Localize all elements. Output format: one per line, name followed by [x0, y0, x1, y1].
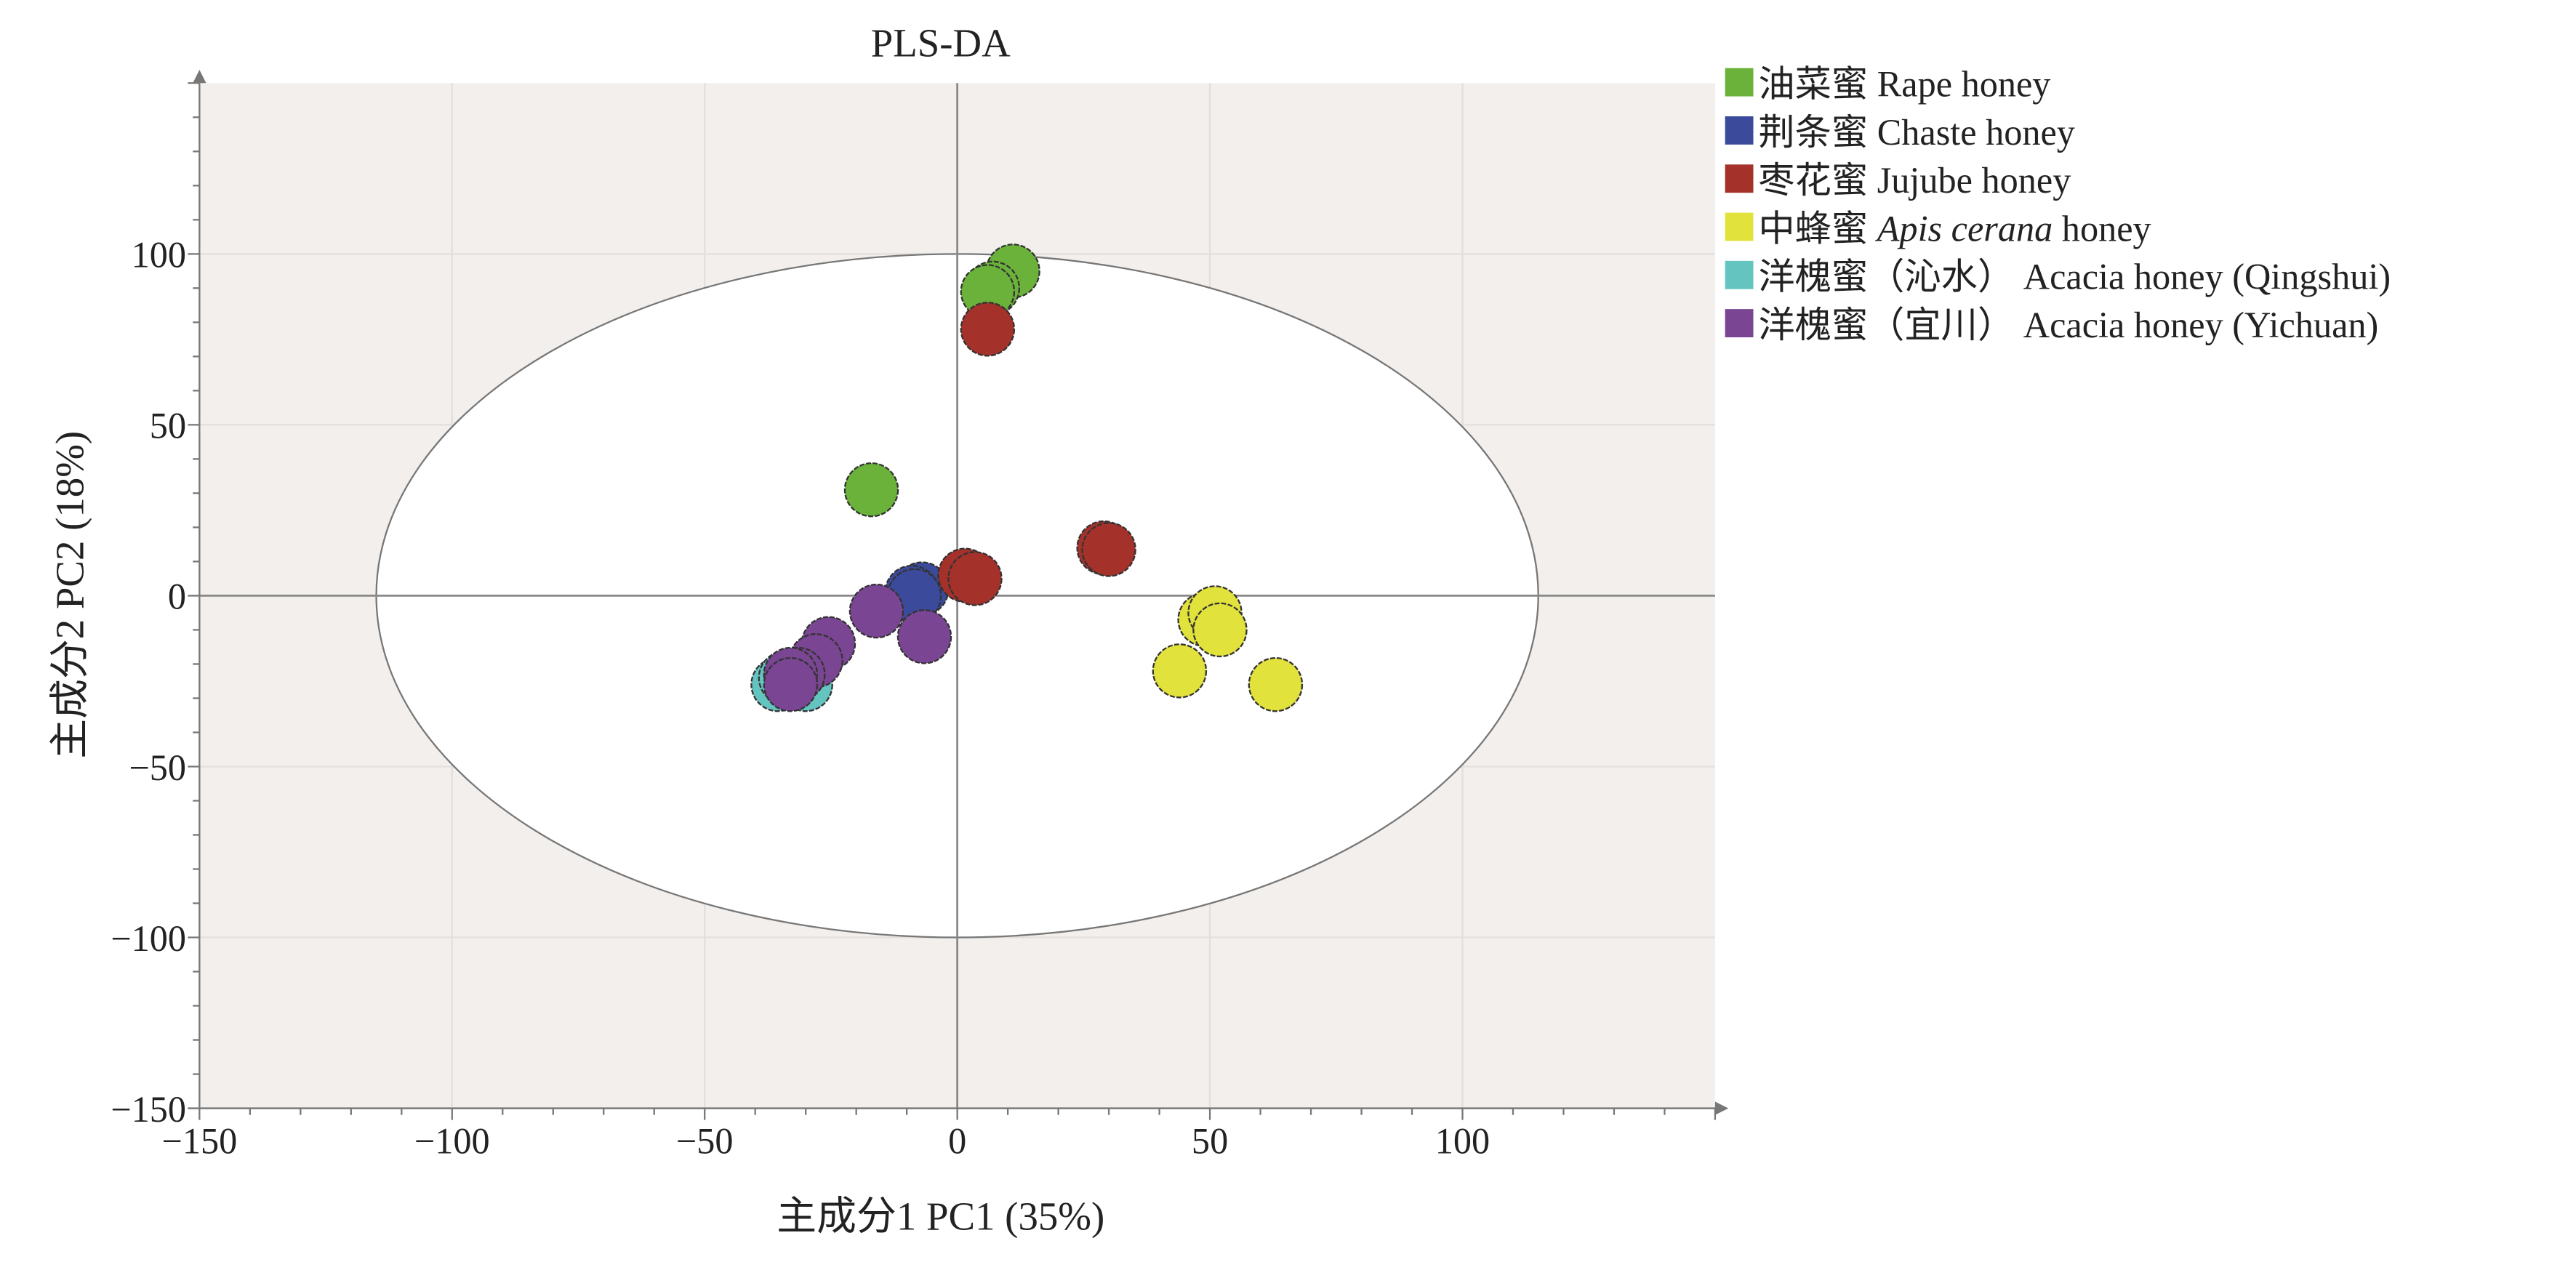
x-tick-label: −50: [676, 1120, 734, 1161]
y-tick-label: 0: [168, 576, 186, 617]
legend-item: 洋槐蜜（宜川） Acacia honey (Yichuan): [1725, 305, 2378, 345]
data-point: [1081, 522, 1136, 577]
x-axis-arrow-icon: [1714, 1101, 1729, 1115]
data-point: [896, 609, 952, 664]
legend-label-cn: 荆条蜜: [1758, 112, 1877, 153]
data-point: [1192, 602, 1248, 658]
data-point: [1152, 643, 1208, 699]
legend-label: 洋槐蜜（沁水） Acacia honey (Qingshui): [1758, 257, 2391, 297]
legend-swatch: [1725, 116, 1754, 145]
legend-label-en: Acacia honey (Qingshui): [2023, 257, 2391, 297]
data-point: [763, 656, 819, 712]
y-axis-label: 主成分2 PC2 (18%): [47, 431, 92, 759]
y-tick-label: −100: [111, 918, 186, 959]
x-tick-label: 100: [1435, 1120, 1490, 1161]
legend-swatch: [1725, 260, 1754, 289]
legend-label-en: Acacia honey (Yichuan): [2023, 305, 2378, 345]
data-point: [947, 551, 1003, 606]
legend-label-en: Rape honey: [1877, 64, 2051, 105]
x-tick-label: −150: [161, 1120, 237, 1161]
legend-item: 油菜蜜 Rape honey: [1725, 64, 2050, 105]
legend-item: 枣花蜜 Jujube honey: [1725, 160, 2071, 201]
legend-label-italic: Apis cerana: [1875, 208, 2053, 249]
legend-label: 油菜蜜 Rape honey: [1758, 64, 2050, 105]
data-point: [843, 462, 899, 518]
data-point: [848, 583, 904, 639]
legend-label-cn: 洋槐蜜（宜川）: [1758, 305, 2023, 345]
legend-swatch: [1725, 164, 1754, 193]
x-tick-label: −100: [414, 1120, 490, 1161]
x-tick-labels: −150 −100 −50 0 50 100: [161, 1120, 1490, 1161]
y-tick-label: 50: [150, 406, 186, 446]
legend-swatch: [1725, 68, 1754, 97]
legend-item: 洋槐蜜（沁水） Acacia honey (Qingshui): [1725, 257, 2391, 297]
data-points: [750, 244, 1304, 712]
legend-label: 枣花蜜 Jujube honey: [1758, 160, 2071, 201]
chart-title: PLS-DA: [871, 21, 1011, 65]
y-tick-labels: −150 −100 −50 0 50 100: [111, 235, 186, 1130]
data-point: [960, 302, 1016, 357]
x-tick-label: 50: [1192, 1120, 1228, 1161]
y-tick-label: −50: [129, 747, 186, 788]
legend-label-cn: 油菜蜜: [1758, 64, 1877, 105]
legend-label: 洋槐蜜（宜川） Acacia honey (Yichuan): [1758, 305, 2378, 345]
legend-label-en: Jujube honey: [1877, 160, 2071, 201]
legend-label-cn: 枣花蜜: [1758, 160, 1877, 201]
x-axis-label: 主成分1 PC1 (35%): [777, 1194, 1104, 1238]
data-point: [1248, 656, 1304, 712]
legend-item: 荆条蜜 Chaste honey: [1725, 112, 2075, 153]
legend-swatch: [1725, 212, 1754, 241]
legend-swatch: [1725, 309, 1754, 337]
y-tick-label: 100: [132, 235, 186, 276]
y-axis-arrow-icon: [193, 70, 206, 84]
legend-label-cn: 中蜂蜜: [1758, 208, 1877, 249]
legend-label-en: honey: [2053, 208, 2151, 249]
legend-label-en: Chaste honey: [1877, 112, 2075, 153]
legend-label-cn: 洋槐蜜（沁水）: [1758, 257, 2023, 297]
legend-label: 中蜂蜜 Apis cerana honey: [1758, 208, 2151, 249]
y-tick-label: −150: [111, 1089, 186, 1130]
legend-label: 荆条蜜 Chaste honey: [1758, 112, 2075, 153]
legend-item: 中蜂蜜 Apis cerana honey: [1725, 208, 2151, 249]
x-tick-label: 0: [948, 1120, 966, 1161]
